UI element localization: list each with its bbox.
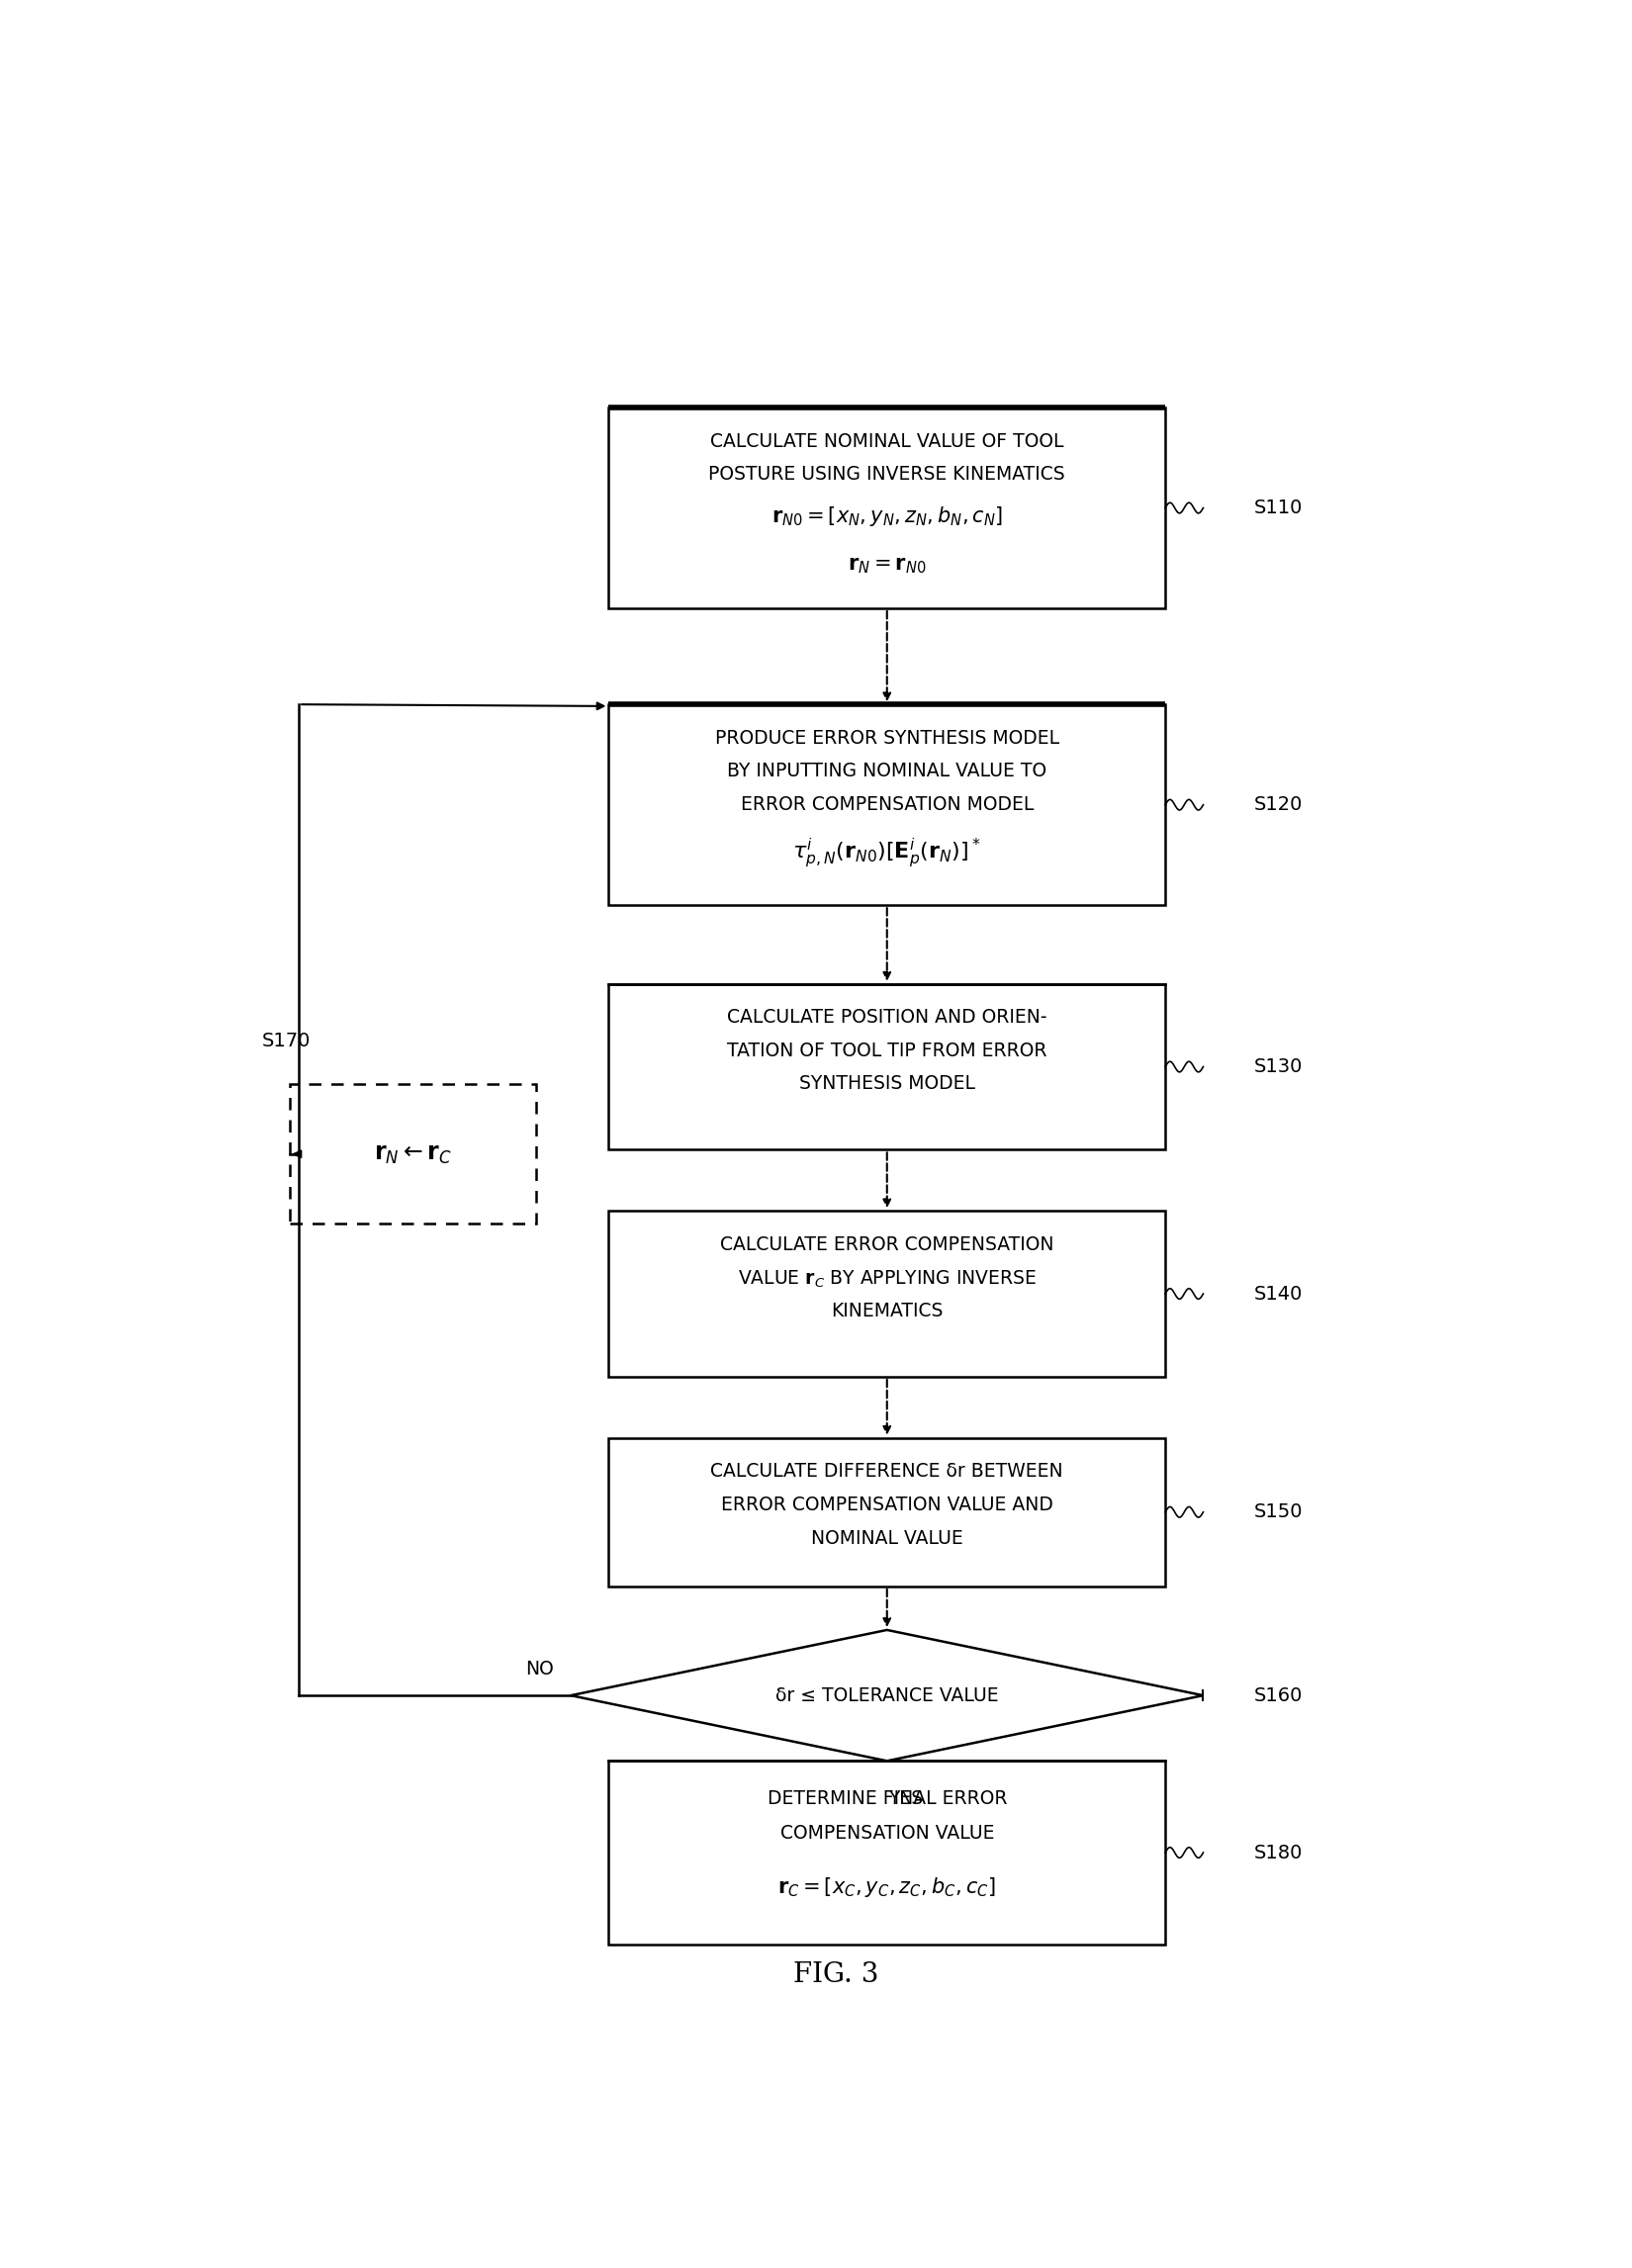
Bar	[289, 1084, 535, 1225]
Bar	[609, 705, 1165, 905]
Bar	[609, 1211, 1165, 1377]
Bar	[609, 984, 1165, 1150]
Text: S110: S110	[1253, 499, 1302, 517]
Text: S130: S130	[1253, 1057, 1302, 1075]
Text: KINEMATICS: KINEMATICS	[831, 1302, 943, 1320]
Text: $\tau^i_{p,N}(\mathbf{r}_{N0})[\mathbf{E}^i_p(\mathbf{r}_N)]^*$: $\tau^i_{p,N}(\mathbf{r}_{N0})[\mathbf{E…	[793, 837, 981, 871]
Text: CALCULATE ERROR COMPENSATION: CALCULATE ERROR COMPENSATION	[720, 1236, 1054, 1254]
Bar	[609, 1438, 1165, 1585]
Polygon shape	[571, 1631, 1203, 1760]
Text: PRODUCE ERROR SYNTHESIS MODEL: PRODUCE ERROR SYNTHESIS MODEL	[715, 728, 1059, 748]
Text: NOMINAL VALUE: NOMINAL VALUE	[811, 1529, 963, 1547]
Text: S140: S140	[1253, 1284, 1302, 1304]
Text: S120: S120	[1253, 796, 1302, 814]
Text: ERROR COMPENSATION VALUE AND: ERROR COMPENSATION VALUE AND	[721, 1495, 1053, 1515]
Text: $\mathbf{r}_N = \mathbf{r}_{N0}$: $\mathbf{r}_N = \mathbf{r}_{N0}$	[847, 556, 927, 576]
Text: COMPENSATION VALUE: COMPENSATION VALUE	[780, 1823, 994, 1842]
Text: $\mathbf{r}_{N0}=[x_N,y_N,z_N,b_N,c_N]$: $\mathbf{r}_{N0}=[x_N,y_N,z_N,b_N,c_N]$	[770, 506, 1004, 528]
Text: ERROR COMPENSATION MODEL: ERROR COMPENSATION MODEL	[741, 796, 1033, 814]
Text: S170: S170	[261, 1032, 310, 1050]
Text: FIG. 3: FIG. 3	[793, 1962, 880, 1989]
Text: NO: NO	[526, 1660, 553, 1678]
Text: CALCULATE NOMINAL VALUE OF TOOL: CALCULATE NOMINAL VALUE OF TOOL	[710, 431, 1064, 451]
Text: BY INPUTTING NOMINAL VALUE TO: BY INPUTTING NOMINAL VALUE TO	[728, 762, 1046, 780]
Bar	[609, 1760, 1165, 1944]
Text: S180: S180	[1253, 1844, 1302, 1862]
Text: S160: S160	[1253, 1685, 1302, 1706]
Text: VALUE $\mathbf{r}_C$ BY APPLYING INVERSE: VALUE $\mathbf{r}_C$ BY APPLYING INVERSE	[738, 1268, 1036, 1290]
Text: TATION OF TOOL TIP FROM ERROR: TATION OF TOOL TIP FROM ERROR	[726, 1041, 1048, 1059]
Text: SYNTHESIS MODEL: SYNTHESIS MODEL	[800, 1075, 974, 1093]
Text: DETERMINE FINAL ERROR: DETERMINE FINAL ERROR	[767, 1789, 1007, 1808]
Text: $\mathbf{r}_N \leftarrow \mathbf{r}_C$: $\mathbf{r}_N \leftarrow \mathbf{r}_C$	[374, 1143, 452, 1166]
Text: CALCULATE DIFFERENCE δr BETWEEN: CALCULATE DIFFERENCE δr BETWEEN	[710, 1463, 1064, 1481]
Bar	[609, 408, 1165, 608]
Text: CALCULATE POSITION AND ORIEN-: CALCULATE POSITION AND ORIEN-	[726, 1009, 1048, 1027]
Text: S150: S150	[1253, 1504, 1302, 1522]
Text: POSTURE USING INVERSE KINEMATICS: POSTURE USING INVERSE KINEMATICS	[708, 465, 1066, 483]
Text: YES: YES	[888, 1789, 924, 1808]
Text: $\mathbf{r}_C=[x_C,y_C,z_C,b_C,c_C]$: $\mathbf{r}_C=[x_C,y_C,z_C,b_C,c_C]$	[778, 1876, 996, 1898]
Text: δr ≤ TOLERANCE VALUE: δr ≤ TOLERANCE VALUE	[775, 1685, 999, 1706]
